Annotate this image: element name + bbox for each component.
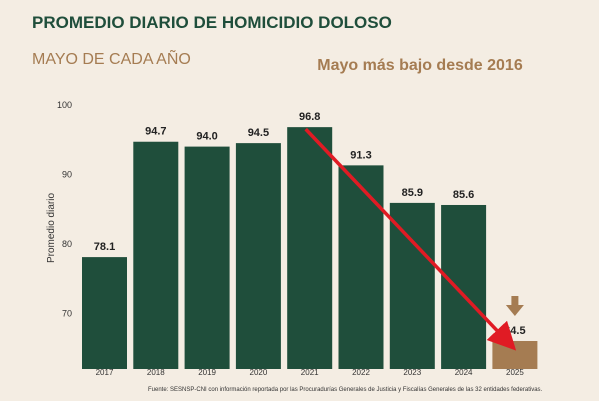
bar-2024 (441, 204, 487, 369)
bar-2018 (133, 141, 179, 369)
x-axis-ticks: 2017 2018 2019 2020 2021 2022 2023 2024 2025 (96, 368, 525, 377)
x-tick-label-2017: 2017 (96, 368, 114, 377)
x-tick-label-2022: 2022 (352, 368, 370, 377)
x-tick-label-2023: 2023 (403, 368, 421, 377)
value-label-2024: 85.6 (453, 189, 474, 201)
bar-2019 (184, 146, 230, 369)
value-label-2023: 85.9 (402, 187, 423, 199)
bar-2020 (235, 143, 281, 369)
value-label-2017: 78.1 (94, 241, 115, 253)
chart-title: PROMEDIO DIARIO DE HOMICIDIO DOLOSO (32, 13, 392, 32)
y-tick-label: 80 (62, 239, 72, 249)
bar-2021 (287, 127, 333, 369)
x-tick-label-2020: 2020 (250, 368, 268, 377)
x-tick-label-2021: 2021 (301, 368, 319, 377)
source-note: Fuente: SESNSP-CNI con información repor… (148, 387, 543, 393)
down-arrow-shaft (511, 296, 519, 305)
bar-2017 (82, 257, 127, 369)
x-tick-label-2024: 2024 (455, 368, 473, 377)
value-label-2019: 94.0 (196, 131, 217, 143)
value-label-2021: 96.8 (299, 111, 320, 123)
annotation-text: Mayo más bajo desde 2016 (317, 57, 523, 74)
down-arrow-icon (505, 296, 524, 316)
down-arrow-head (505, 305, 524, 316)
bars (82, 127, 538, 369)
bar-2023 (389, 202, 435, 369)
y-tick-label: 100 (57, 100, 72, 110)
bar-2025 (492, 341, 538, 369)
y-tick-label: 90 (62, 169, 72, 179)
bar-2022 (338, 165, 384, 369)
value-label-2025: 64.5 (504, 325, 525, 337)
y-axis-label: Promedio diario (46, 193, 57, 263)
y-axis-ticks: 70 80 90 100 (57, 100, 72, 318)
value-label-2022: 91.3 (350, 149, 371, 161)
value-label-2018: 94.7 (145, 126, 166, 138)
x-tick-label-2019: 2019 (198, 368, 216, 377)
y-tick-label: 70 (62, 308, 72, 318)
value-label-2020: 94.5 (248, 127, 269, 139)
x-tick-label-2018: 2018 (147, 368, 165, 377)
x-tick-label-2025: 2025 (506, 368, 524, 377)
trend-arrow (304, 127, 517, 351)
chart-subtitle: MAYO DE CADA AÑO (32, 48, 191, 68)
